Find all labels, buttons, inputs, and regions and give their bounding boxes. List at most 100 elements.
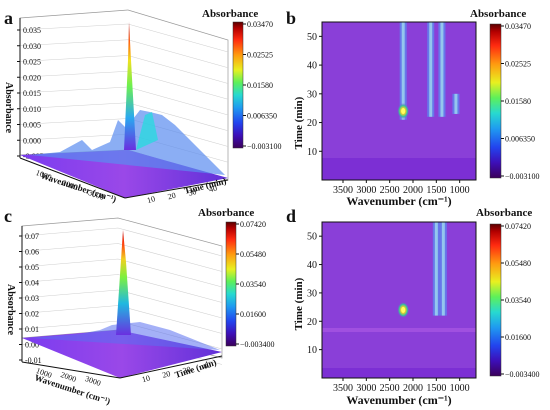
- grid-line: [21, 274, 223, 303]
- x-axis-label-b: Wavenumber (cm⁻¹): [346, 194, 451, 208]
- colorbar-tick-label: −0.003100: [505, 172, 540, 181]
- panel-b: b Time (min) 3500 3000 2500 2000 1500 1000 10…: [286, 8, 540, 208]
- surface-floor-a: [20, 150, 228, 198]
- y-tick-label: 30: [307, 89, 317, 100]
- colorbar-tick-label: 0.03540: [505, 296, 531, 305]
- z-tick-label: 0.03: [25, 294, 39, 303]
- z-axis-label-a: Absorbance: [3, 82, 14, 134]
- colorbar-tick-label: 0.006350: [247, 112, 277, 121]
- colorbar-b: [489, 23, 502, 179]
- y-tick-label: 10: [307, 345, 317, 356]
- colorbar-tick-label: 0.02525: [505, 60, 531, 69]
- colorbar-tick-label: 0.05480: [240, 250, 266, 259]
- panel-d: d Time (min) 3500 3000 2500 2000 1500 1000 10…: [286, 206, 540, 407]
- y-tick-label: 10: [307, 147, 317, 158]
- y-axis-c: [119, 355, 223, 379]
- x-ticks-d: 3500 3000 2500 2000 1500 1000: [333, 378, 470, 394]
- y-axis-a: [124, 179, 229, 199]
- absorption-band-core: [440, 22, 444, 117]
- z-tick-label: 0.005: [23, 121, 41, 130]
- y-tick-label: 40: [307, 61, 317, 72]
- surface-peak-a: [124, 22, 136, 150]
- surface-ridge-c: [30, 322, 220, 350]
- grid-line: [21, 289, 223, 319]
- colorbar-title-c: Absorbance: [198, 207, 254, 219]
- z-tick-label: 0.025: [23, 58, 41, 67]
- hotspot-d: [397, 301, 410, 318]
- colorbar-tick-label: 0.01600: [240, 310, 266, 319]
- panel-a: a -0.0050.0000.0050.0100.0150.0200.0250.…: [3, 8, 282, 205]
- x-axis-a: [19, 157, 126, 199]
- panel-c: c -0.010.000.010.020.030.040.050.060.07 …: [4, 206, 275, 406]
- y-tick-label: 40: [208, 183, 218, 194]
- colorbar-d: [489, 223, 502, 377]
- z-tick-label: -0.01: [25, 356, 42, 365]
- colorbar-tick-label: 0.07420: [240, 220, 266, 229]
- colorbar-tick-label: 0.03470: [505, 22, 531, 31]
- grid-line: [19, 39, 229, 69]
- colorbar-c: [225, 221, 237, 347]
- heatmap-d-stripe: [322, 328, 476, 332]
- colorbar-tick-label: 0.03470: [247, 20, 273, 29]
- y-axis-label-d: Time (min): [293, 277, 305, 330]
- colorbar-tick-label: 0.05480: [505, 259, 531, 268]
- z-tick-label: 0.00: [25, 341, 39, 350]
- y-tick-label: 30: [182, 365, 192, 376]
- colorbar-tick-label: 0.02525: [247, 51, 273, 60]
- absorption-band-core: [454, 93, 458, 114]
- z-tick-label: 0.015: [23, 89, 41, 98]
- x-tick-label: 1000: [450, 383, 470, 394]
- x-tick-label: 2000: [403, 185, 423, 196]
- y-tick-label: 20: [307, 317, 317, 328]
- panel-label-a: a: [4, 8, 13, 28]
- panel-label-d: d: [286, 206, 296, 226]
- bands-d: [432, 222, 447, 316]
- y-tick-label: 20: [167, 191, 177, 202]
- y-tick-label: 50: [307, 232, 317, 243]
- y-tick-label: 40: [202, 360, 212, 371]
- bands-b: [399, 22, 460, 120]
- z-tick-label: 0.020: [23, 73, 41, 82]
- z-tick-label: 0.030: [23, 42, 41, 51]
- x-tick-label: 3000: [356, 185, 376, 196]
- z-tick-label: 0.07: [25, 232, 39, 241]
- colorbar-tick-label: 0.006350: [505, 135, 535, 144]
- colorbar-tick-label: −0.003400: [505, 370, 540, 379]
- y-tick-label: 10: [141, 373, 151, 384]
- absorption-band-core: [434, 222, 438, 316]
- grid-line: [21, 243, 223, 272]
- panel-label-c: c: [4, 206, 12, 226]
- colorbar-ticks-c: 0.07420 0.05480 0.03540 0.01600 −0.003400: [236, 220, 275, 349]
- z-tick-label: 0.05: [25, 263, 39, 272]
- colorbar-title-a: Absorbance: [202, 8, 258, 20]
- frame-d: [321, 221, 477, 379]
- x-axis-c: [21, 361, 121, 379]
- colorbar-title-d: Absorbance: [476, 207, 532, 219]
- x-tick-label: 2000: [403, 383, 423, 394]
- colorbar-tick-label: 0.01580: [505, 97, 531, 106]
- absorption-band-core: [441, 222, 445, 316]
- hotspot-core: [401, 306, 406, 313]
- heatmap-d-lowband: [322, 368, 476, 378]
- colorbar-title-b: Absorbance: [470, 8, 526, 20]
- colorbar-tick-label: −0.003100: [247, 142, 282, 151]
- grid-line: [19, 55, 229, 84]
- colorbar-tick-label: −0.003400: [240, 340, 275, 349]
- x-tick-label: 2500: [380, 383, 400, 394]
- y-tick-label: 10: [146, 194, 156, 205]
- y-tick-label: 20: [161, 369, 171, 380]
- hotspot-b: [397, 103, 410, 120]
- z-tick-label: 0.035: [23, 26, 41, 35]
- panel-label-b: b: [286, 8, 296, 28]
- grid-line: [21, 227, 223, 257]
- y-ticks-b: 10 20 30 40 50: [307, 32, 322, 158]
- colorbar-ticks-b: 0.03470 0.02525 0.01580 0.006350 −0.003100: [501, 22, 540, 181]
- x-tick-label: 3500: [333, 185, 353, 196]
- heatmap-b-lowband: [322, 158, 476, 180]
- surface-shoulder-a: [136, 112, 158, 150]
- y-tick-label: 30: [187, 187, 197, 198]
- grid-line: [21, 258, 223, 288]
- y-tick-label: 20: [307, 118, 317, 129]
- colorbar-tick-label: 0.01580: [247, 81, 273, 90]
